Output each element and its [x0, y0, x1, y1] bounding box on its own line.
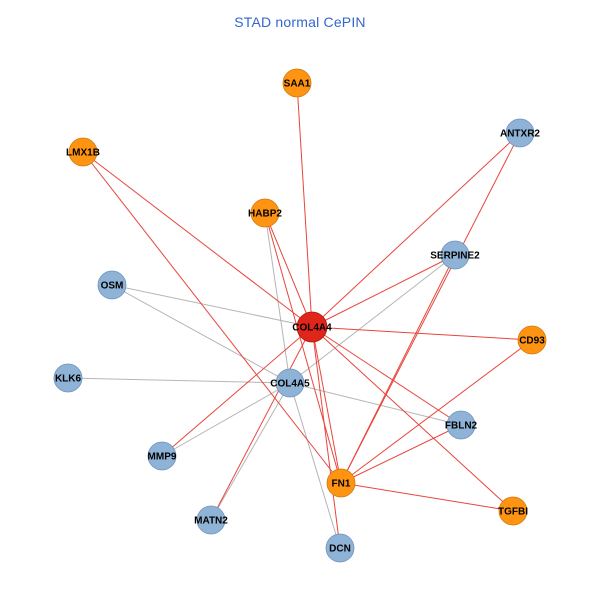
- graph-edge-COL4A5-MMP9: [161, 382, 291, 457]
- graph-edge-FN1-SERPINE2: [340, 254, 456, 484]
- graph-node-COL4A5: [275, 368, 305, 398]
- graph-node-COL4A4: [296, 311, 328, 343]
- graph-edge-COL4A4-DCN: [311, 326, 341, 549]
- graph-node-SERPINE2: [440, 240, 470, 270]
- graph-edge-COL4A5-MATN2: [210, 382, 291, 521]
- graph-node-FN1: [326, 468, 356, 498]
- graph-node-LMX1B: [68, 137, 98, 167]
- graph-edge-FN1-FBLN2: [340, 424, 462, 484]
- graph-edge-COL4A5-SERPINE2: [289, 254, 456, 384]
- graph-node-MMP9: [147, 441, 177, 471]
- graph-node-FBLN2: [446, 410, 476, 440]
- graph-edge-COL4A5-FBLN2: [289, 382, 462, 426]
- graph-edge-FN1-CD93: [340, 339, 533, 484]
- graph-edge-FN1-LMX1B: [82, 151, 342, 484]
- graph-edge-COL4A4-FBLN2: [311, 326, 462, 426]
- graph-edge-COL4A4-MMP9: [161, 326, 313, 457]
- graph-node-DCN: [325, 533, 355, 563]
- graph-edge-COL4A4-CD93: [311, 326, 533, 341]
- graph-edge-FN1-ANTXR2: [340, 132, 521, 484]
- graph-edge-FN1-TGFBI: [340, 482, 514, 512]
- graph-edge-COL4A5-KLK6: [67, 377, 291, 384]
- graph-edge-COL4A4-SERPINE2: [311, 254, 456, 328]
- graph-node-SAA1: [282, 68, 312, 98]
- graph-edge-COL4A4-FN1: [311, 326, 342, 484]
- graph-edge-COL4A4-MATN2: [210, 326, 313, 521]
- graph-edge-COL4A5-HABP2: [264, 212, 291, 384]
- graph-edge-COL4A5-DCN: [289, 382, 341, 549]
- graph-edge-COL4A4-ANTXR2: [311, 132, 521, 328]
- graph-edge-OSM-COL4A4: [111, 284, 313, 328]
- graph-edge-COL4A4-LMX1B: [82, 151, 313, 328]
- graph-node-CD93: [517, 325, 547, 355]
- graph-edge-COL4A4-TGFBI: [311, 326, 514, 512]
- graph-node-OSM: [97, 270, 127, 300]
- graph-edge-COL4A4-SAA1: [296, 82, 313, 328]
- graph-edge-COL4A5-OSM: [111, 284, 291, 384]
- graph-node-TGFBI: [498, 496, 528, 526]
- graph-edge-COL4A4-HABP2: [264, 212, 313, 328]
- graph-node-MATN2: [196, 505, 226, 535]
- graph-node-ANTXR2: [505, 118, 535, 148]
- graph-node-HABP2: [250, 198, 280, 228]
- plot-title: STAD normal CePIN: [234, 14, 366, 30]
- graph-node-KLK6: [53, 363, 83, 393]
- graph-edge-FN1-HABP2: [264, 212, 342, 484]
